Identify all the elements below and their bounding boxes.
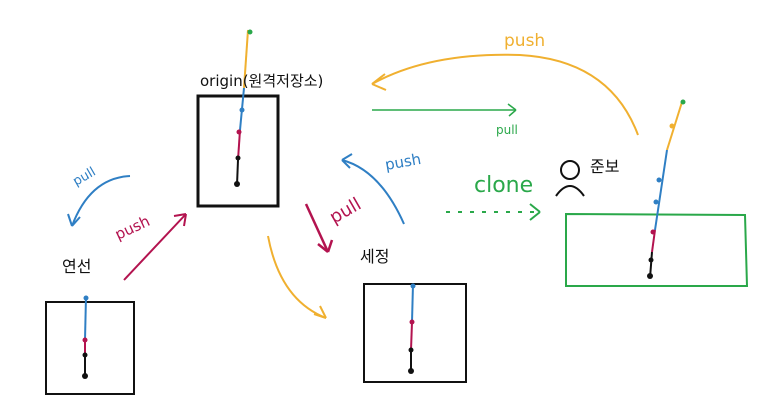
origin-commit-blue <box>239 107 245 113</box>
origin-repo <box>196 29 280 208</box>
origin-box <box>196 94 280 208</box>
push-label-top: push <box>504 31 545 51</box>
clone-arrow-head <box>529 203 541 221</box>
sejeong-box <box>363 283 467 383</box>
yeonseon-push-arrow-head <box>173 213 187 227</box>
person-icon <box>555 160 585 197</box>
yeonseon-commit-black-1 <box>82 352 88 358</box>
origin-label: origin(원격저장소) <box>200 72 323 90</box>
sejeong-pull-arrow <box>304 203 330 253</box>
sejeong-orange-arrow <box>267 235 327 319</box>
push-label-mid: push <box>384 150 423 174</box>
sejeong-commit-blue <box>410 283 416 289</box>
sejeong-push-arrow <box>341 159 405 225</box>
origin-commit-crimson <box>236 129 242 135</box>
sejeong-pull-arrow-head <box>317 239 334 253</box>
yeonseon-label: 연선 <box>62 257 91 276</box>
sejeong-commit-black-1 <box>408 347 414 353</box>
origin-crimson-branch <box>237 129 241 161</box>
junbo-commit-green <box>680 99 686 105</box>
junbo-commit-black-2 <box>647 273 653 279</box>
origin-commit-black-2 <box>234 181 240 187</box>
clone-label: clone <box>474 173 533 198</box>
yeonseon-box <box>45 301 135 395</box>
push-label-left: push <box>112 212 153 244</box>
yeonseon-pull-arrow-head <box>67 213 81 227</box>
yeonseon-repo <box>45 295 135 395</box>
pull-label-top: pull <box>496 123 518 137</box>
junbo-box <box>565 212 749 287</box>
origin-commit-green <box>247 29 253 35</box>
sejeong-commit-crimson <box>409 319 415 325</box>
pull-label-left: pull <box>71 165 99 190</box>
sejeong-blue-branch <box>411 283 414 323</box>
junbo-repo <box>565 99 749 287</box>
origin-orange-branch <box>243 29 249 89</box>
yeonseon-commit-crimson <box>82 337 88 343</box>
yeonseon-commit-black-2 <box>82 373 88 379</box>
junbo-commit-orange <box>669 123 675 129</box>
sejeong-orange-arrow-head <box>313 305 327 319</box>
junbo-label: 준보 <box>590 157 619 176</box>
origin-commit-black-1 <box>235 155 241 161</box>
sejeong-push-arrow-head <box>341 153 353 169</box>
origin-black-branch <box>236 159 239 186</box>
junbo-commit-black-1 <box>648 257 654 263</box>
junbo-blue-branch <box>654 149 668 231</box>
pull-label-mid: pull <box>326 194 365 229</box>
pull-arrow-top-head <box>507 103 517 117</box>
push-arrow-top <box>371 53 639 136</box>
sejeong-commit-black-2 <box>408 368 414 374</box>
sejeong-label: 세정 <box>360 247 389 266</box>
junbo-commit-blue-1 <box>656 177 662 183</box>
sejeong-repo <box>363 283 467 383</box>
yeonseon-blue-branch <box>84 295 87 341</box>
yeonseon-commit-blue <box>83 295 89 301</box>
yeonseon-push-arrow <box>123 213 187 281</box>
junbo-commit-crimson <box>650 229 656 235</box>
sejeong-crimson-branch <box>410 321 413 351</box>
junbo-commit-blue-2 <box>653 199 659 205</box>
push-arrow-top-head <box>371 73 387 91</box>
yeonseon-pull-arrow <box>71 175 131 227</box>
